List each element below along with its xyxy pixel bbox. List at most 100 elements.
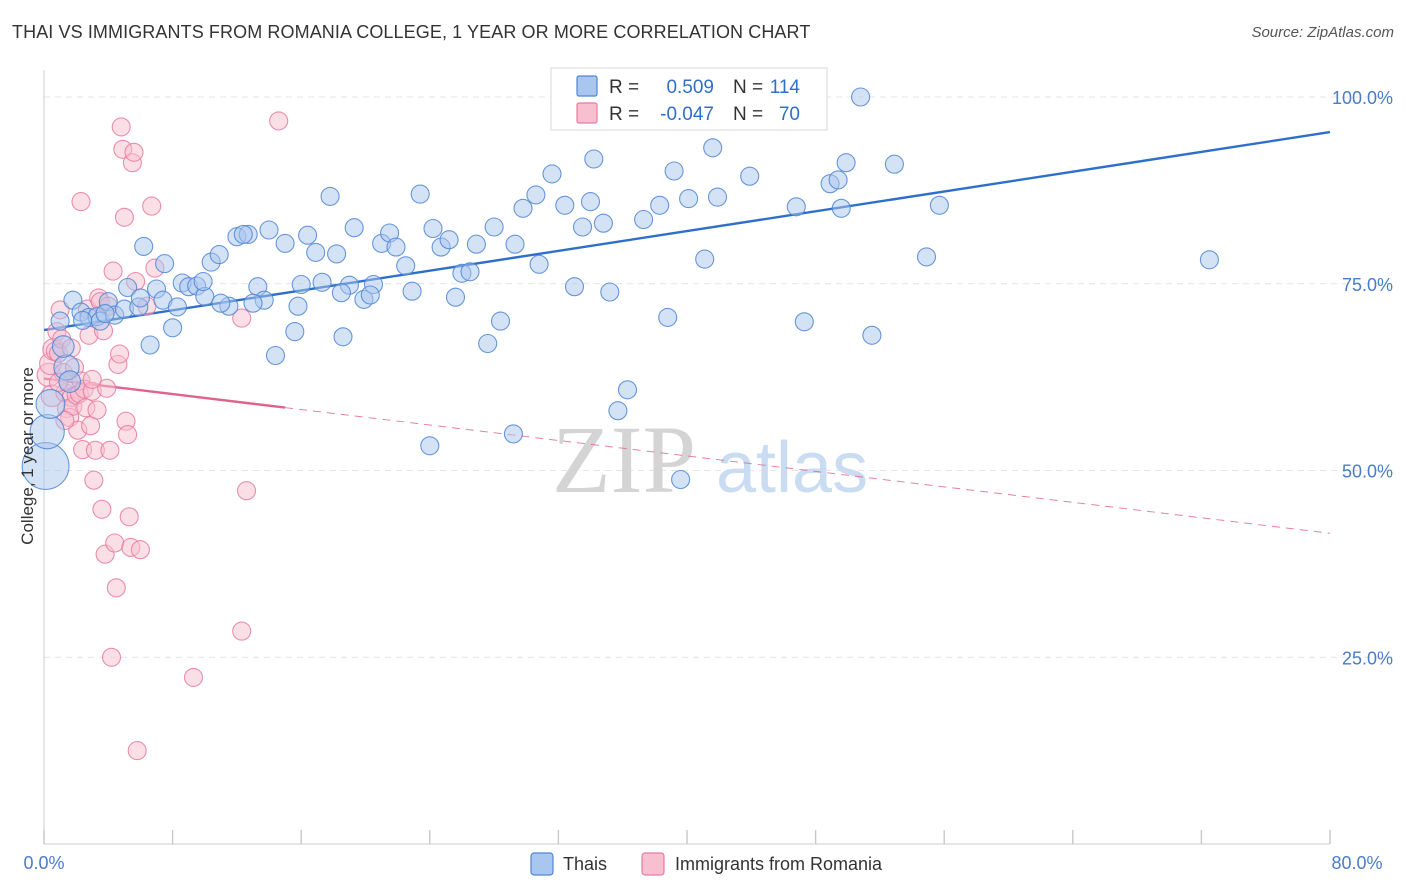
- thais-point-73: [572, 217, 593, 237]
- thais-point-52: [386, 237, 406, 257]
- thais-point-62: [466, 234, 486, 254]
- thais-point-23: [167, 297, 187, 317]
- watermark: ZIP atlas: [552, 406, 868, 513]
- thais-point-90: [786, 197, 806, 217]
- series-legend: Thais Immigrants from Romania: [530, 852, 883, 876]
- stats-legend: R = 0.509 N = 114 R = -0.047 N = 70: [550, 67, 828, 131]
- legend-n-value-thais: 114: [770, 77, 801, 98]
- thais-point-102: [420, 436, 440, 456]
- thais-point-47: [344, 218, 364, 238]
- thais-point-61: [460, 262, 480, 282]
- thais-point-113: [233, 224, 253, 244]
- thais-point-68: [526, 185, 546, 205]
- thais-point-59: [445, 287, 466, 307]
- thais-point-70: [542, 164, 562, 184]
- thais-point-2: [35, 389, 66, 419]
- thais-point-107: [243, 293, 263, 313]
- thais-point-4: [58, 370, 82, 393]
- thais-point-100: [929, 195, 949, 215]
- thais-point-55: [410, 184, 430, 204]
- romania-point-65: [71, 192, 91, 212]
- thais-point-5: [51, 335, 75, 358]
- legend-swatch-thais: [576, 75, 598, 97]
- thais-point-63: [478, 333, 498, 354]
- thais-point-44: [327, 244, 347, 264]
- romania-point-55: [127, 741, 147, 761]
- y-tick-label-25: 25.0%: [1342, 648, 1393, 668]
- thais-point-18: [140, 335, 160, 355]
- thais-point-54: [402, 281, 422, 301]
- romania-point-41: [105, 533, 125, 553]
- thais-point-42: [312, 272, 332, 292]
- thais-point-58: [439, 230, 459, 250]
- romania-point-47: [114, 207, 134, 227]
- thais-point-22: [163, 318, 183, 338]
- thais-point-53: [396, 256, 416, 276]
- legend-swatch-romania: [576, 102, 598, 124]
- thais-point-40: [298, 225, 318, 245]
- thais-point-89: [740, 166, 760, 186]
- thais-point-71: [555, 195, 575, 215]
- romania-point-64: [269, 111, 289, 131]
- thais-point-85: [679, 189, 699, 209]
- thais-point-65: [490, 311, 511, 331]
- thais-point-67: [513, 198, 533, 218]
- thais-point-21: [155, 254, 175, 274]
- thais-point-38: [285, 322, 305, 342]
- thais-point-97: [862, 325, 882, 345]
- y-tick-label-75: 75.0%: [1342, 275, 1393, 295]
- thais-point-15: [118, 277, 138, 298]
- romania-point-60: [183, 667, 204, 687]
- thais-point-78: [608, 401, 628, 421]
- series-legend-label-thais: Thais: [563, 854, 607, 874]
- thais-point-88: [707, 187, 728, 207]
- romania-point-49: [118, 425, 138, 445]
- romania-point-63: [236, 481, 257, 501]
- legend-r-value-thais: 0.509: [666, 77, 714, 98]
- romania-point-39: [101, 647, 122, 667]
- thais-point-37: [275, 233, 295, 253]
- y-tick-label-100: 100.0%: [1332, 88, 1393, 108]
- thais-point-43: [320, 186, 340, 206]
- thais-point-75: [584, 149, 604, 169]
- romania-point-62: [232, 621, 252, 641]
- thais-point-91: [794, 312, 814, 332]
- thais-point-112: [95, 304, 115, 324]
- thais-point-76: [593, 213, 613, 233]
- romania-point-42: [106, 578, 126, 598]
- thais-point-56: [423, 218, 443, 239]
- thais-point-36: [265, 345, 286, 366]
- romania-point-36: [97, 378, 117, 398]
- y-tick-label-50: 50.0%: [1342, 462, 1393, 482]
- romania-point-58: [142, 196, 162, 216]
- thais-point-74: [580, 192, 601, 212]
- thais-point-93: [828, 170, 848, 190]
- thais-point-98: [884, 154, 904, 174]
- legend-r-label-thais: R =: [609, 77, 639, 98]
- romania-point-33: [92, 499, 112, 519]
- y-tick-labels: 25.0% 50.0% 75.0% 100.0%: [1332, 88, 1393, 668]
- source-label: Source: ZipAtlas.com: [1251, 24, 1394, 41]
- y-axis-title: College, 1 year or more: [18, 367, 37, 545]
- series-legend-swatch-romania: [641, 852, 665, 876]
- watermark-zip: ZIP: [552, 406, 696, 513]
- watermark-atlas: atlas: [716, 428, 868, 508]
- romania-point-61: [232, 308, 252, 328]
- series-legend-label-romania: Immigrants from Romania: [675, 854, 883, 874]
- thais-point-106: [211, 293, 231, 313]
- x-ticks: [43, 830, 1331, 844]
- romania-point-40: [103, 261, 123, 281]
- gridlines: [44, 96, 1396, 658]
- thais-point-77: [600, 282, 620, 302]
- thais-point-35: [259, 220, 279, 240]
- thais-point-111: [73, 310, 93, 330]
- legend-n-value-romania: 70: [779, 104, 800, 125]
- thais-point-99: [916, 247, 937, 267]
- thais-point-101: [1199, 250, 1219, 270]
- romania-point-53: [124, 142, 144, 162]
- legend-r-label-romania: R =: [609, 104, 639, 125]
- thais-point-29: [209, 245, 229, 265]
- romania-point-30: [87, 400, 107, 420]
- romania-point-44: [110, 344, 130, 364]
